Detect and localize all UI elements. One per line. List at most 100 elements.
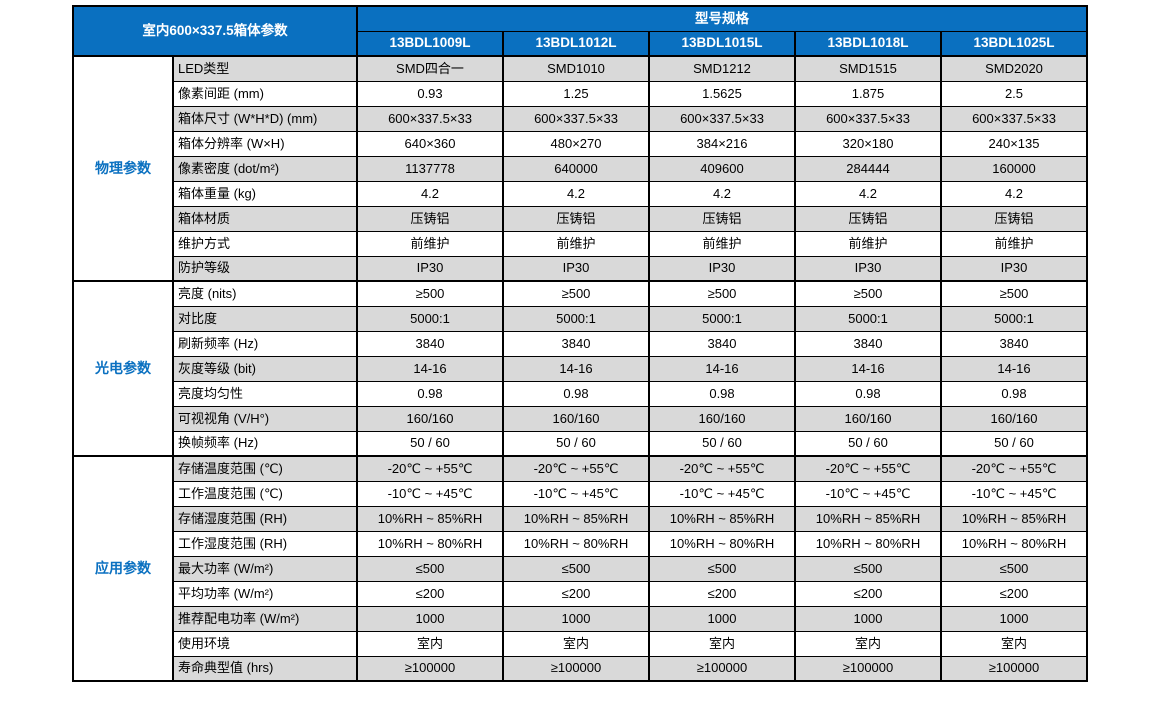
- value-cell: ≤200: [940, 580, 1088, 607]
- value-cell: SMD1010: [502, 55, 650, 82]
- value-cell: 3840: [502, 330, 650, 357]
- row-label: 像素密度 (dot/m²): [172, 155, 358, 182]
- table-row: 箱体重量 (kg) 4.2 4.2 4.2 4.2 4.2: [73, 180, 1088, 207]
- value-cell: 10%RH ~ 80%RH: [794, 530, 942, 557]
- value-cell: 1.5625: [648, 80, 796, 107]
- table-row: 寿命典型值 (hrs) ≥100000 ≥100000 ≥100000 ≥100000 ≥…: [73, 655, 1088, 682]
- row-label: 箱体重量 (kg): [172, 180, 358, 207]
- row-label: 刷新频率 (Hz): [172, 330, 358, 357]
- row-label: 使用环境: [172, 630, 358, 657]
- row-label: 像素间距 (mm): [172, 80, 358, 107]
- value-cell: SMD1212: [648, 55, 796, 82]
- value-cell: 284444: [794, 155, 942, 182]
- table-row: 像素间距 (mm) 0.93 1.25 1.5625 1.875 2.5: [73, 80, 1088, 107]
- row-label: 对比度: [172, 305, 358, 332]
- value-cell: 50 / 60: [356, 430, 504, 457]
- model-header: 13BDL1009L: [356, 30, 504, 57]
- value-cell: -20℃ ~ +55℃: [940, 455, 1088, 482]
- row-label: 推荐配电功率 (W/m²): [172, 605, 358, 632]
- value-cell: ≤200: [502, 580, 650, 607]
- table-row: 箱体尺寸 (W*H*D) (mm) 600×337.5×33 600×337.5×3…: [73, 105, 1088, 132]
- table-row: 物理参数 LED类型 SMD四合一 SMD1010 SMD1212 SMD1515 SMD2…: [72, 55, 1088, 282]
- value-cell: 5000:1: [940, 305, 1088, 332]
- value-cell: 10%RH ~ 85%RH: [356, 505, 504, 532]
- value-cell: 前维护: [356, 230, 504, 257]
- table-row: 应用参数 存储温度范围 (℃) -20℃ ~ +55℃ -20℃ ~ +55℃ -20℃…: [72, 455, 1088, 682]
- value-cell: 0.93: [356, 80, 504, 107]
- value-cell: IP30: [502, 255, 650, 282]
- value-cell: 1000: [940, 605, 1088, 632]
- value-cell: 1000: [794, 605, 942, 632]
- row-label: 最大功率 (W/m²): [172, 555, 358, 582]
- value-cell: ≤200: [648, 580, 796, 607]
- table-row: 工作温度范围 (℃) -10℃ ~ +45℃ -10℃ ~ +45℃ -10℃ ~ +…: [73, 480, 1088, 507]
- table-row: 可视视角 (V/H°) 160/160 160/160 160/160 160/160 1…: [73, 405, 1088, 432]
- value-cell: 640000: [502, 155, 650, 182]
- value-cell: 4.2: [940, 180, 1088, 207]
- table-row: 换帧频率 (Hz) 50 / 60 50 / 60 50 / 60 50 / 60 50 …: [73, 430, 1088, 457]
- value-cell: 3840: [356, 330, 504, 357]
- value-cell: 14-16: [940, 355, 1088, 382]
- row-label: 箱体材质: [172, 205, 358, 232]
- top-header-row: 室内600×337.5箱体参数 型号规格: [72, 5, 1088, 57]
- value-cell: ≥500: [356, 280, 504, 307]
- value-cell: 1000: [502, 605, 650, 632]
- value-cell: 600×337.5×33: [794, 105, 942, 132]
- value-cell: 室内: [794, 630, 942, 657]
- value-cell: -10℃ ~ +45℃: [794, 480, 942, 507]
- value-cell: 5000:1: [356, 305, 504, 332]
- value-cell: 1000: [356, 605, 504, 632]
- row-label: 平均功率 (W/m²): [172, 580, 358, 607]
- value-cell: IP30: [940, 255, 1088, 282]
- value-cell: 50 / 60: [940, 430, 1088, 457]
- value-cell: IP30: [648, 255, 796, 282]
- value-cell: 5000:1: [502, 305, 650, 332]
- model-header: 13BDL1012L: [502, 30, 650, 57]
- value-cell: 480×270: [502, 130, 650, 157]
- row-label: 换帧频率 (Hz): [172, 430, 358, 457]
- value-cell: -10℃ ~ +45℃: [940, 480, 1088, 507]
- row-label: 箱体分辨率 (W×H): [172, 130, 358, 157]
- value-cell: IP30: [356, 255, 504, 282]
- table-row: 亮度均匀性 0.98 0.98 0.98 0.98 0.98: [73, 380, 1088, 407]
- value-cell: SMD四合一: [356, 55, 504, 82]
- value-cell: 3840: [794, 330, 942, 357]
- value-cell: SMD1515: [794, 55, 942, 82]
- group-label: 应用参数: [72, 455, 174, 682]
- value-cell: 384×216: [648, 130, 796, 157]
- value-cell: 前维护: [940, 230, 1088, 257]
- value-cell: 50 / 60: [502, 430, 650, 457]
- value-cell: 600×337.5×33: [940, 105, 1088, 132]
- row-label: 存储湿度范围 (RH): [172, 505, 358, 532]
- row-label: 亮度 (nits): [172, 280, 358, 307]
- value-cell: 10%RH ~ 80%RH: [648, 530, 796, 557]
- row-label: 防护等级: [172, 255, 358, 282]
- value-cell: 600×337.5×33: [502, 105, 650, 132]
- group-label: 物理参数: [72, 55, 174, 282]
- value-cell: -10℃ ~ +45℃: [648, 480, 796, 507]
- row-label: 灰度等级 (bit): [172, 355, 358, 382]
- value-cell: ≤200: [356, 580, 504, 607]
- value-cell: 10%RH ~ 85%RH: [940, 505, 1088, 532]
- spec-header: 型号规格: [356, 5, 1088, 32]
- value-cell: 0.98: [794, 380, 942, 407]
- value-cell: 室内: [356, 630, 504, 657]
- value-cell: 4.2: [356, 180, 504, 207]
- value-cell: 600×337.5×33: [648, 105, 796, 132]
- table-row: 工作湿度范围 (RH) 10%RH ~ 80%RH 10%RH ~ 80%RH 10%…: [73, 530, 1088, 557]
- value-cell: 160/160: [794, 405, 942, 432]
- value-cell: 1.875: [794, 80, 942, 107]
- value-cell: 160/160: [502, 405, 650, 432]
- row-label: 亮度均匀性: [172, 380, 358, 407]
- value-cell: -20℃ ~ +55℃: [356, 455, 504, 482]
- value-cell: ≥100000: [794, 655, 942, 682]
- table-row: 平均功率 (W/m²) ≤200 ≤200 ≤200 ≤200 ≤200: [73, 580, 1088, 607]
- value-cell: 160/160: [648, 405, 796, 432]
- value-cell: -10℃ ~ +45℃: [356, 480, 504, 507]
- value-cell: 4.2: [502, 180, 650, 207]
- value-cell: ≤200: [794, 580, 942, 607]
- table-row: 箱体分辨率 (W×H) 640×360 480×270 384×216 320×180 2…: [73, 130, 1088, 157]
- value-cell: ≤500: [648, 555, 796, 582]
- value-cell: 前维护: [502, 230, 650, 257]
- value-cell: 10%RH ~ 80%RH: [940, 530, 1088, 557]
